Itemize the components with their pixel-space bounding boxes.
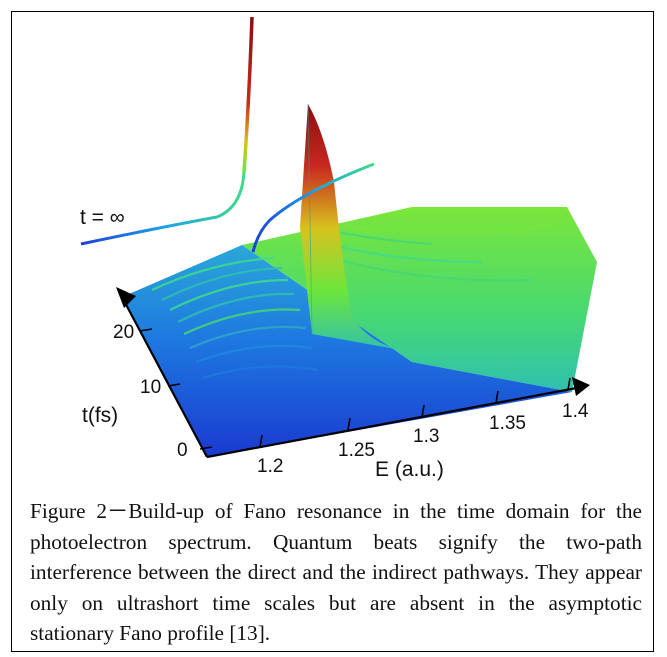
energy-tick-label: 1.35 [489, 413, 526, 434]
time-tick-label: 20 [113, 322, 134, 343]
figure-caption: Figure 2－Build-up of Fano resonance in t… [30, 499, 642, 645]
energy-axis-arrowhead [572, 377, 590, 396]
time-axis-title: t(fs) [82, 404, 118, 427]
asymptotic-fano-curve [80, 16, 375, 253]
time-axis-ticks [139, 328, 213, 450]
t-axis-arrowhead [116, 287, 136, 308]
fano-peak [300, 104, 412, 352]
curve-label-t-infinity: t = ∞ [80, 206, 125, 229]
energy-tick-label: 1.4 [562, 401, 589, 422]
energy-tick-label: 1.3 [413, 426, 439, 447]
energy-axis-title: E (a.u.) [375, 458, 444, 481]
energy-tick-label: 1.25 [338, 440, 375, 461]
energy-tick-label: 1.2 [257, 456, 283, 477]
energy-axis-ticks [259, 377, 571, 448]
time-tick-label: 0 [177, 440, 188, 461]
fano-3d-surface-plot: t = ∞ 20 10 0 t(fs) 1.2 1.25 1.3 1.35 [80, 16, 597, 481]
surface-floor [122, 245, 572, 457]
time-tick-label: 10 [140, 377, 161, 398]
figure-frame: t = ∞ 20 10 0 t(fs) 1.2 1.25 1.3 1.35 [11, 11, 654, 652]
plot-axes [121, 296, 583, 459]
